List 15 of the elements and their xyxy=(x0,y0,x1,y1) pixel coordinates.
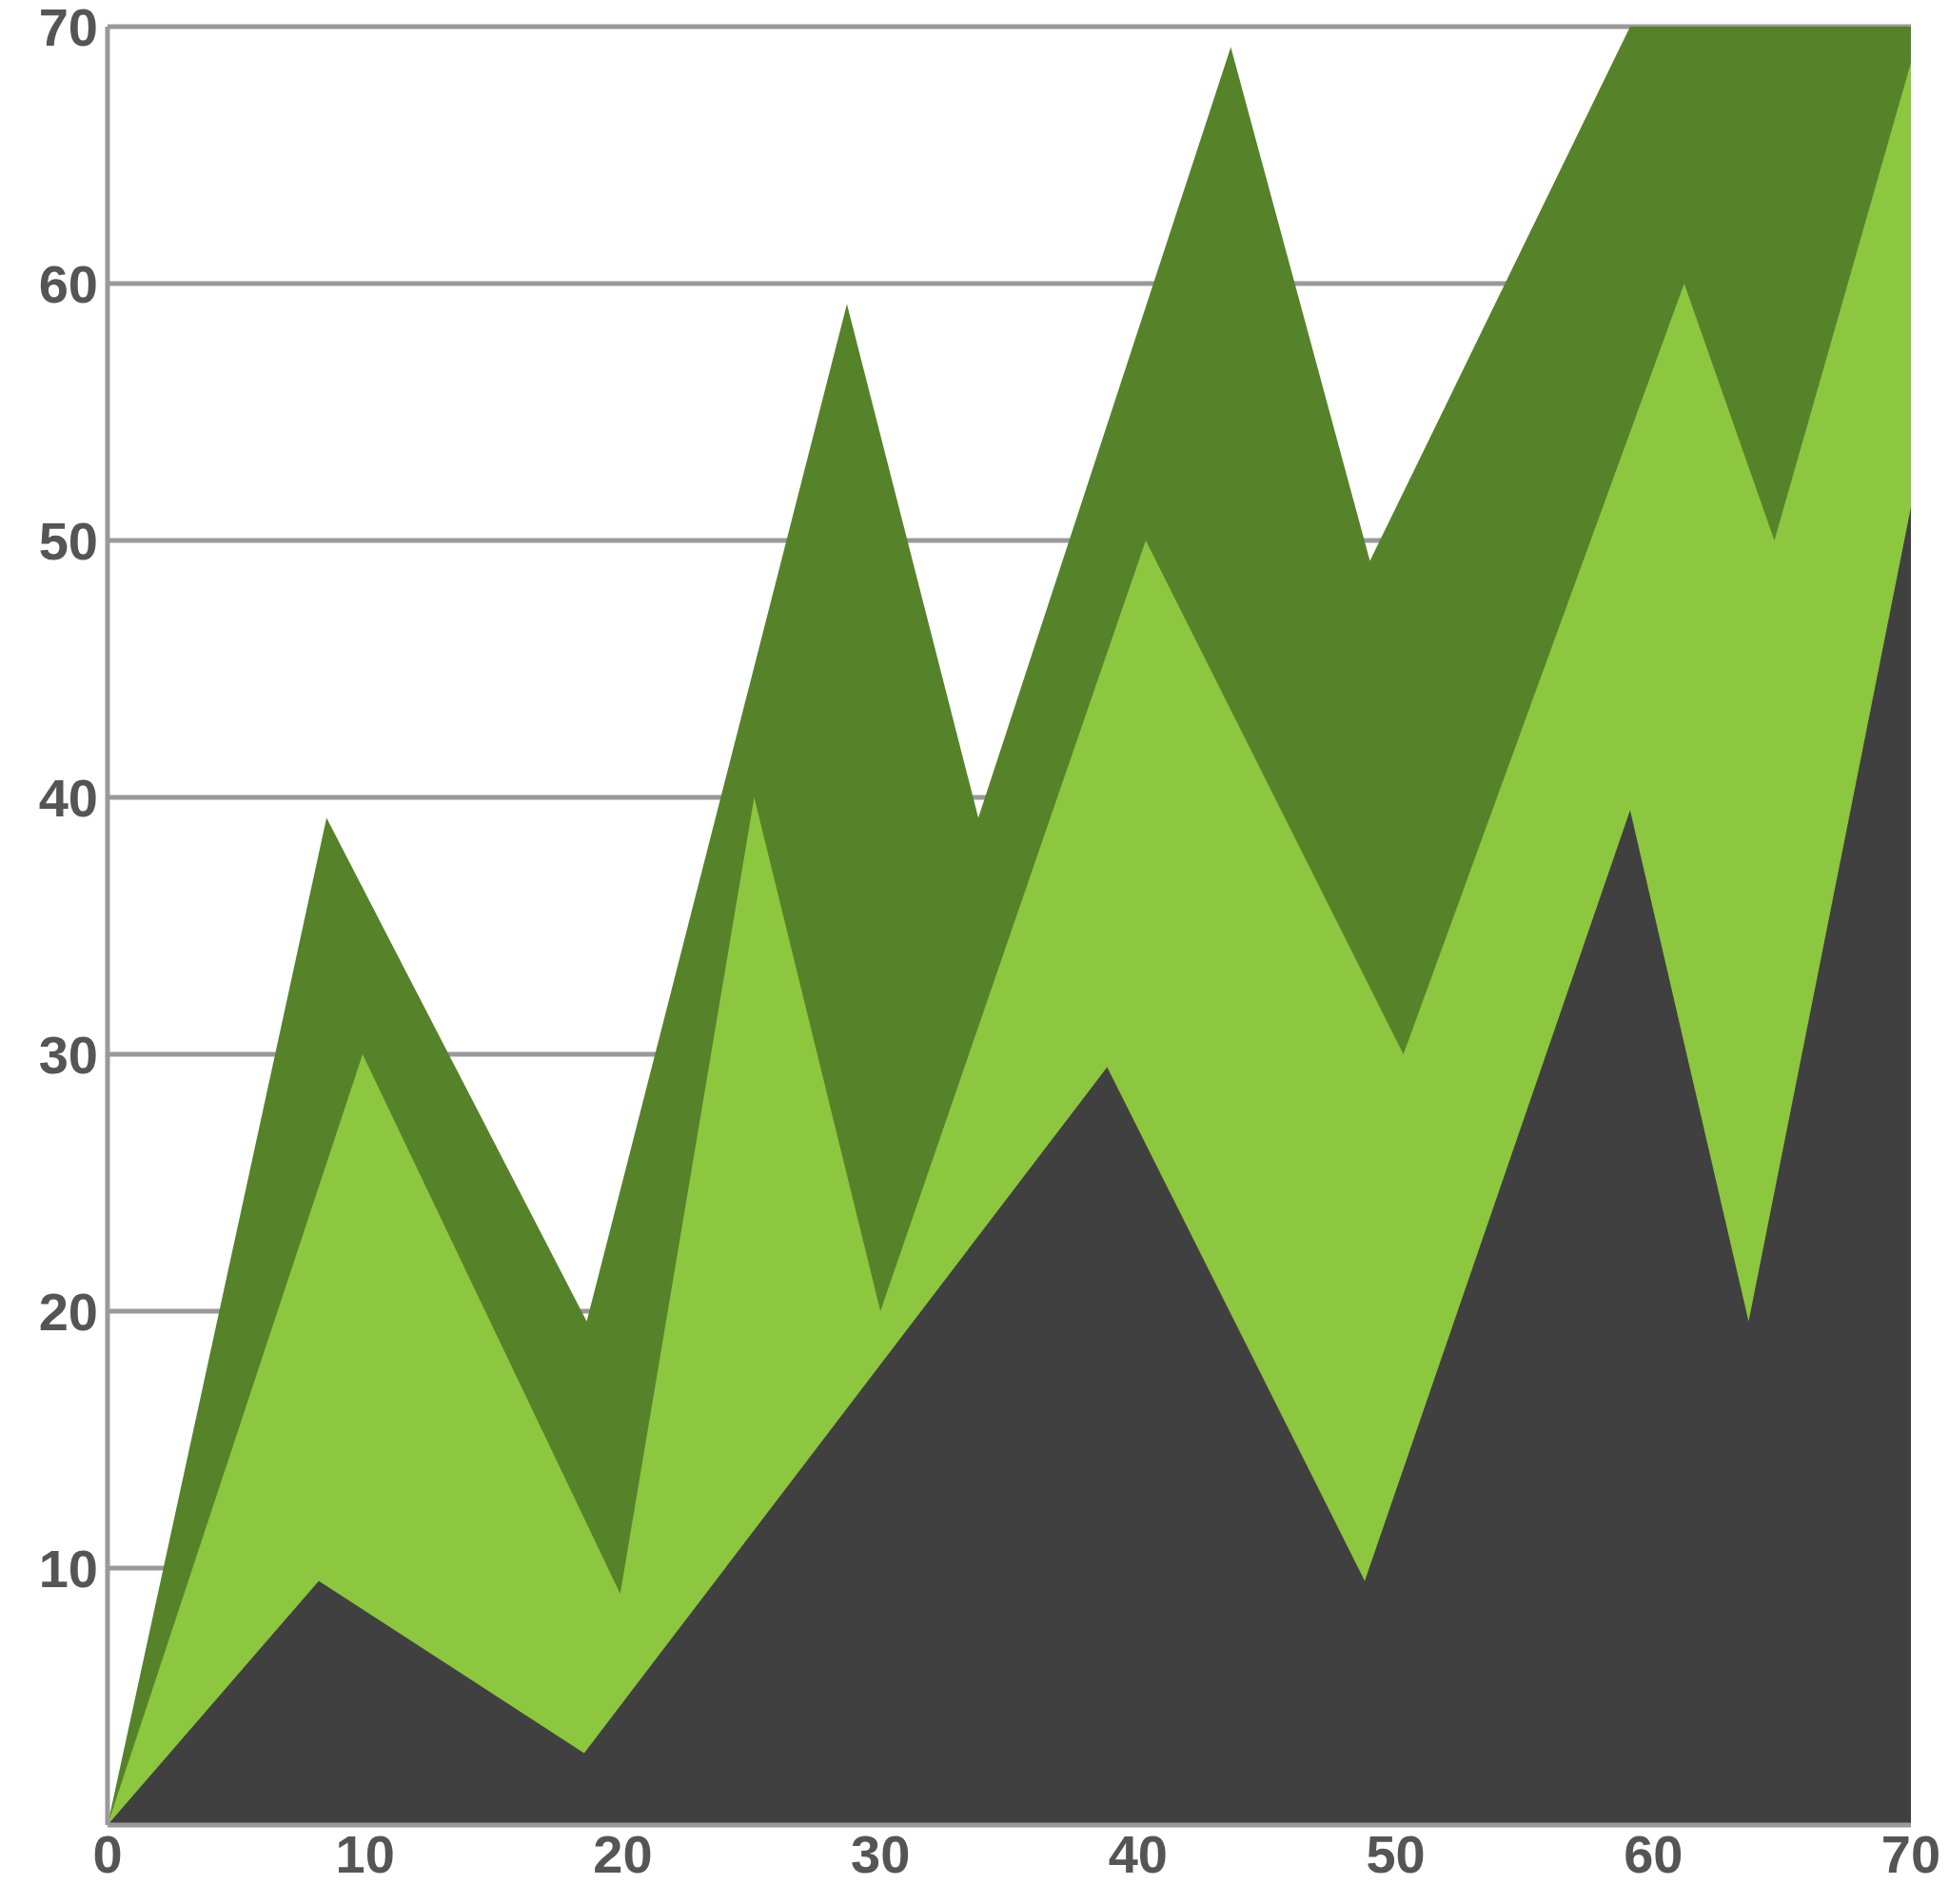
y-tick-label: 20 xyxy=(38,1281,98,1342)
x-tick-label: 0 xyxy=(92,1823,123,1884)
y-tick-label: 60 xyxy=(38,253,98,314)
y-tick-label: 50 xyxy=(38,510,98,571)
x-tick-label: 10 xyxy=(335,1823,395,1884)
y-tick-label: 10 xyxy=(38,1538,98,1599)
x-tick-label: 30 xyxy=(850,1823,911,1884)
x-tick-label: 20 xyxy=(593,1823,653,1884)
y-tick-label: 70 xyxy=(38,0,98,57)
y-tick-label: 40 xyxy=(38,767,98,828)
y-tick-label: 30 xyxy=(38,1024,98,1085)
x-tick-label: 50 xyxy=(1366,1823,1426,1884)
x-tick-label: 60 xyxy=(1624,1823,1683,1884)
x-tick-label: 40 xyxy=(1108,1823,1169,1884)
x-tick-label: 70 xyxy=(1880,1823,1941,1884)
